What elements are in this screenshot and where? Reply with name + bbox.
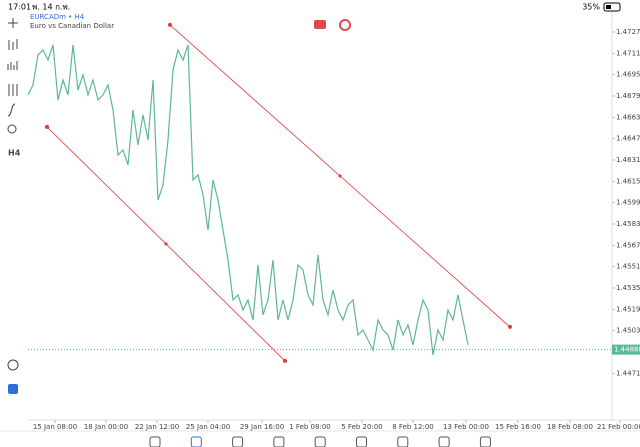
x-tick-label: 8 Feb 12:00 xyxy=(392,423,433,431)
app-icon[interactable] xyxy=(8,384,18,394)
trend-midpoint xyxy=(338,174,342,178)
timeframe-button[interactable]: H4 xyxy=(8,149,21,158)
trend-handle xyxy=(508,324,512,329)
x-tick-label: 29 Jan 16:00 xyxy=(240,423,284,431)
y-tick-label: 1.45190 xyxy=(616,305,640,313)
y-tick-label: 1.46950 xyxy=(616,71,640,79)
nav-icon[interactable] xyxy=(149,436,161,447)
sell-button[interactable] xyxy=(314,20,326,29)
y-tick-label: 1.46150 xyxy=(616,177,640,185)
x-tick-label: 5 Feb 20:00 xyxy=(341,423,382,431)
x-tick-label: 13 Feb 00:00 xyxy=(443,423,489,431)
y-tick-label: 1.45510 xyxy=(616,263,640,271)
trend-handle xyxy=(168,22,172,27)
left-toolbar xyxy=(7,18,19,371)
x-tick-label: 15 Jan 08:00 xyxy=(33,423,77,431)
y-tick-label: 1.47110 xyxy=(616,49,640,57)
nav-icon[interactable] xyxy=(479,436,491,447)
indicator-icon[interactable] xyxy=(7,61,18,70)
status-battery: 35% xyxy=(582,3,600,12)
nav-icon[interactable] xyxy=(438,436,450,447)
status-time: 17:01 xyxy=(8,3,31,12)
x-tick-label: 15 Feb 16:00 xyxy=(495,423,541,431)
y-tick-label: 1.45350 xyxy=(616,284,640,292)
y-tick-label: 1.44710 xyxy=(616,369,640,377)
battery-icon xyxy=(603,2,621,12)
y-tick-label: 1.47270 xyxy=(616,28,640,36)
nav-icon[interactable] xyxy=(356,436,367,447)
x-tick-label: 18 Jan 00:00 xyxy=(84,423,128,431)
chart-type-icon[interactable] xyxy=(8,39,18,50)
y-tick-label: 1.45670 xyxy=(616,241,640,249)
buy-button[interactable] xyxy=(339,19,351,31)
signal-icon[interactable] xyxy=(7,359,19,371)
y-tick-label: 1.45990 xyxy=(616,199,640,207)
x-tick-label: 21 Feb 00:00 xyxy=(597,423,640,431)
y-tick-label: 1.45830 xyxy=(616,220,640,228)
crosshair-icon[interactable] xyxy=(8,18,18,28)
x-tick-label: 18 Feb 08:00 xyxy=(547,423,593,431)
trend-handle xyxy=(283,358,287,363)
y-tick-label: 1.46630 xyxy=(616,113,640,121)
y-tick-label: 1.46790 xyxy=(616,92,640,100)
current-price-box xyxy=(612,344,640,355)
current-price-label: 1.44888 xyxy=(614,346,640,354)
nav-icon[interactable] xyxy=(232,436,244,447)
symbol-name: EURCADm • H4 xyxy=(30,13,85,21)
x-tick-label: 22 Jan 12:00 xyxy=(135,423,179,431)
price-line xyxy=(27,44,469,356)
trend-midpoint xyxy=(164,242,168,246)
x-tick-label: 25 Jan 04:00 xyxy=(186,423,230,431)
objects-icon[interactable] xyxy=(7,124,17,134)
status-date: พ. 14 ก.พ. xyxy=(32,3,70,12)
symbol-description: Euro vs Canadian Dollar xyxy=(30,22,114,30)
y-tick-label: 1.46310 xyxy=(616,156,640,164)
battery-level xyxy=(606,5,611,9)
trend-handle xyxy=(45,124,49,129)
nav-icon[interactable] xyxy=(397,436,409,447)
function-icon[interactable] xyxy=(7,103,16,117)
nav-icon[interactable] xyxy=(314,436,326,447)
nav-icon[interactable] xyxy=(190,436,202,447)
nav-icon[interactable] xyxy=(273,436,285,447)
y-tick-label: 1.46470 xyxy=(616,135,640,143)
x-tick-label: 1 Feb 08:00 xyxy=(289,423,330,431)
settings-icon[interactable] xyxy=(8,84,18,96)
y-tick-label: 1.45030 xyxy=(616,327,640,335)
